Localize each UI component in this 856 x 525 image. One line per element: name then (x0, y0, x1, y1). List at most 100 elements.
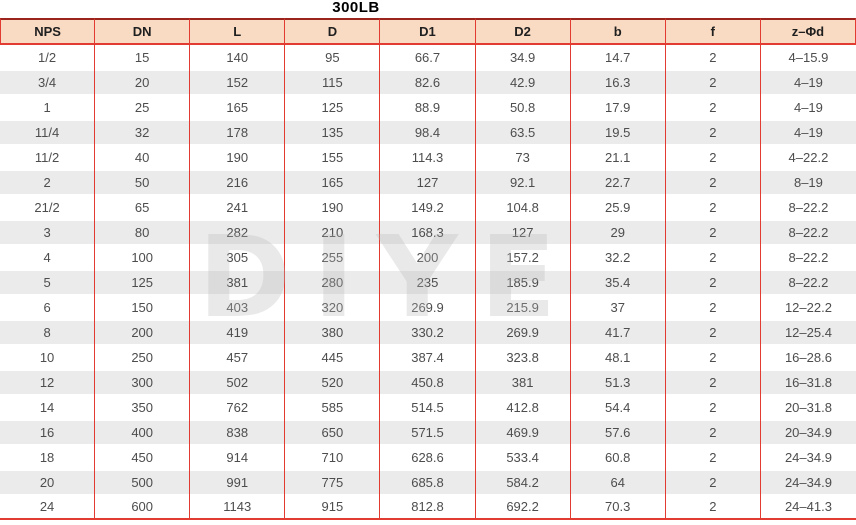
table-cell: 10 (0, 345, 96, 370)
table-cell: 2 (665, 495, 761, 520)
column-header-nps: NPS (0, 18, 96, 45)
table-row: 8 200 419 380 330.2 269.9 41.7 2 12–25.4 (0, 320, 856, 345)
table-cell: 255 (285, 245, 381, 270)
table-cell: 200 (95, 320, 191, 345)
table-cell: 25 (95, 95, 191, 120)
table-row: 1 25 165 125 88.9 50.8 17.9 2 4–19 (0, 95, 856, 120)
table-cell: 12–22.2 (760, 295, 856, 320)
table-cell: 20–31.8 (760, 395, 856, 420)
column-header-z-d: z–Φd (760, 18, 856, 45)
table-cell: 250 (95, 345, 191, 370)
table-cell: 32 (95, 120, 191, 145)
table-cell: 178 (190, 120, 286, 145)
table-cell: 2 (665, 70, 761, 95)
table-cell: 17.9 (570, 95, 666, 120)
table-row: 20 500 991 775 685.8 584.2 64 2 24–34.9 (0, 470, 856, 495)
table-cell: 600 (95, 495, 191, 520)
table-cell: 1 (0, 95, 96, 120)
table-cell: 2 (0, 170, 96, 195)
table-cell: 710 (285, 445, 381, 470)
table-row: 10 250 457 445 387.4 323.8 48.1 2 16–28.6 (0, 345, 856, 370)
table-cell: 2 (665, 120, 761, 145)
table-cell: 50 (95, 170, 191, 195)
table-cell: 400 (95, 420, 191, 445)
table-cell: 381 (475, 370, 571, 395)
table-cell: 2 (665, 295, 761, 320)
table-cell: 2 (665, 370, 761, 395)
table-cell: 502 (190, 370, 286, 395)
table-cell: 57.6 (570, 420, 666, 445)
table-cell: 445 (285, 345, 381, 370)
table-cell: 4–19 (760, 120, 856, 145)
table-row: 11/2 40 190 155 114.3 73 21.1 2 4–22.2 (0, 145, 856, 170)
table-cell: 2 (665, 320, 761, 345)
table-cell: 150 (95, 295, 191, 320)
table-row: 3 80 282 210 168.3 127 29 2 8–22.2 (0, 220, 856, 245)
table-cell: 11/4 (0, 120, 96, 145)
table-cell: 533.4 (475, 445, 571, 470)
table-cell: 127 (380, 170, 476, 195)
table-cell: 450.8 (380, 370, 476, 395)
table-cell: 2 (665, 220, 761, 245)
table-cell: 22.7 (570, 170, 666, 195)
table-cell: 4–19 (760, 95, 856, 120)
table-cell: 4 (0, 245, 96, 270)
table-cell: 51.3 (570, 370, 666, 395)
table-cell: 650 (285, 420, 381, 445)
table-cell: 190 (285, 195, 381, 220)
table-cell: 125 (95, 270, 191, 295)
table-cell: 457 (190, 345, 286, 370)
table-cell: 14.7 (570, 45, 666, 70)
table-cell: 12–25.4 (760, 320, 856, 345)
table-cell: 3 (0, 220, 96, 245)
table-cell: 914 (190, 445, 286, 470)
table-cell: 584.2 (475, 470, 571, 495)
table-cell: 32.2 (570, 245, 666, 270)
table-cell: 241 (190, 195, 286, 220)
table-row: 11/4 32 178 135 98.4 63.5 19.5 2 4–19 (0, 120, 856, 145)
table-cell: 40 (95, 145, 191, 170)
table-cell: 20–34.9 (760, 420, 856, 445)
table-cell: 20 (95, 70, 191, 95)
table-cell: 18 (0, 445, 96, 470)
table-cell: 1143 (190, 495, 286, 520)
table-row: 2 50 216 165 127 92.1 22.7 2 8–19 (0, 170, 856, 195)
table-cell: 3/4 (0, 70, 96, 95)
table-cell: 585 (285, 395, 381, 420)
table-cell: 127 (475, 220, 571, 245)
table-body: 1/2 15 140 95 66.7 34.9 14.7 2 4–15.9 3/4 20 152 115… (0, 45, 856, 520)
table-row: 6 150 403 320 269.9 215.9 37 2 12–22.2 (0, 295, 856, 320)
table-cell: 24–34.9 (760, 445, 856, 470)
table-cell: 320 (285, 295, 381, 320)
table-row: 24 600 1143 915 812.8 692.2 70.3 2 24–41.3 (0, 495, 856, 520)
table-row: 3/4 20 152 115 82.6 42.9 16.3 2 4–19 (0, 70, 856, 95)
table-cell: 157.2 (475, 245, 571, 270)
table-cell: 48.1 (570, 345, 666, 370)
table-cell: 350 (95, 395, 191, 420)
table-cell: 215.9 (475, 295, 571, 320)
table-cell: 14 (0, 395, 96, 420)
table-cell: 2 (665, 145, 761, 170)
table-cell: 88.9 (380, 95, 476, 120)
table-cell: 775 (285, 470, 381, 495)
table-cell: 305 (190, 245, 286, 270)
table-cell: 60.8 (570, 445, 666, 470)
table-cell: 114.3 (380, 145, 476, 170)
table-cell: 2 (665, 170, 761, 195)
column-header-l: L (190, 18, 286, 45)
table-cell: 98.4 (380, 120, 476, 145)
table-row: 21/2 65 241 190 149.2 104.8 25.9 2 8–22.2 (0, 195, 856, 220)
table-cell: 4–22.2 (760, 145, 856, 170)
table-cell: 469.9 (475, 420, 571, 445)
table-row: 14 350 762 585 514.5 412.8 54.4 2 20–31.8 (0, 395, 856, 420)
table-cell: 8–22.2 (760, 270, 856, 295)
table-cell: 4–19 (760, 70, 856, 95)
column-header-d: D (285, 18, 381, 45)
table-cell: 381 (190, 270, 286, 295)
table-cell: 24–41.3 (760, 495, 856, 520)
column-header-b: b (570, 18, 666, 45)
table-cell: 8–22.2 (760, 245, 856, 270)
table-cell: 2 (665, 95, 761, 120)
table-cell: 42.9 (475, 70, 571, 95)
table-cell: 628.6 (380, 445, 476, 470)
